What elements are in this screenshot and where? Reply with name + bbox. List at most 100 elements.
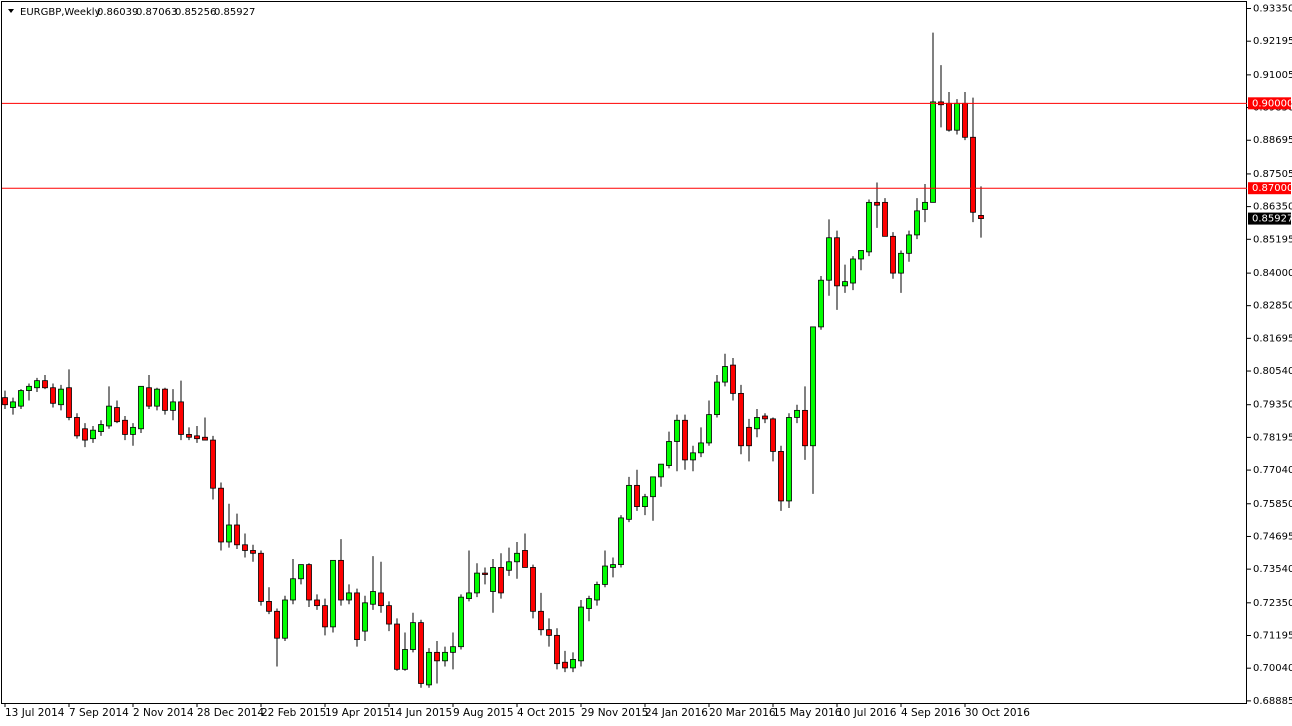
y-tick-label: 0.70040 [1253, 663, 1292, 674]
candle-body [522, 550, 528, 568]
y-tick-label: 0.84000 [1253, 268, 1292, 279]
y-tick-label: 0.80540 [1253, 366, 1292, 377]
candle-body [442, 651, 448, 662]
candle-body [850, 258, 856, 284]
candle-body [482, 572, 488, 575]
x-tick-label: 10 Jul 2016 [837, 707, 897, 719]
candle-body [226, 524, 232, 543]
level-label: 0.87000 [1252, 183, 1292, 194]
candle-body [754, 417, 760, 430]
candle-body [434, 651, 440, 662]
candle-body [594, 584, 600, 601]
x-tick-label: 9 Aug 2015 [453, 707, 514, 719]
candle-body [746, 426, 752, 447]
candle-body [618, 517, 624, 566]
candle-body [666, 441, 672, 466]
header: EURGBP,Weekly 0.86039 0.87063 0.85256 0.… [20, 7, 255, 18]
candle-body [698, 442, 704, 454]
current-price-label: 0.85927 [1252, 214, 1292, 225]
candle-body [810, 326, 816, 447]
y-tick-label: 0.88695 [1253, 135, 1292, 146]
candle-body [738, 392, 744, 447]
y-tick-label: 0.73540 [1253, 564, 1292, 575]
x-tick-label: 24 Jan 2016 [645, 707, 708, 719]
candle-body [242, 544, 248, 551]
x-tick-label: 4 Sep 2016 [901, 707, 961, 719]
candle-body [634, 484, 640, 507]
candle-body [450, 646, 456, 653]
plot-frame [1, 1, 1247, 704]
candle-body [626, 484, 632, 520]
menu-arrow [8, 9, 14, 13]
candle-body [138, 385, 144, 430]
candle-body [778, 451, 784, 502]
candle-body [794, 409, 800, 418]
x-tick-label: 22 Feb 2015 [261, 707, 326, 719]
candle-body [322, 605, 328, 628]
y-tick-label: 0.91005 [1253, 70, 1292, 81]
candle-body [818, 279, 824, 328]
x-tick-label: 14 Jun 2015 [389, 707, 452, 719]
symbol-title: EURGBP,Weekly [20, 7, 101, 18]
y-tick-label: 0.75850 [1253, 499, 1292, 510]
y-tick-label: 0.79350 [1253, 400, 1292, 411]
header-high: 0.87063 [136, 7, 177, 18]
y-tick-label: 0.93350 [1253, 4, 1292, 15]
header-open: 0.86039 [97, 7, 138, 18]
header-close: 0.85927 [214, 7, 255, 18]
candle-body [402, 649, 408, 670]
candle-body [98, 424, 104, 432]
candle-body [682, 419, 688, 461]
y-tick-label: 0.86350 [1253, 202, 1292, 213]
candle-body [578, 606, 584, 662]
candle-body [386, 605, 392, 625]
candle-body [378, 592, 384, 607]
candle-body [306, 564, 312, 601]
candle-body [498, 567, 504, 594]
candle-body [330, 559, 336, 628]
x-tick-label: 4 Oct 2015 [517, 707, 575, 719]
candle-body [162, 388, 168, 411]
level-label: 0.90000 [1252, 98, 1292, 109]
level-label-box [1248, 182, 1291, 195]
candle-body [394, 623, 400, 670]
candle-body [922, 201, 928, 210]
candle-body [914, 210, 920, 236]
candle-body [514, 552, 520, 563]
y-tick-label: 0.68885 [1253, 696, 1292, 707]
candle-body [114, 407, 120, 423]
candle-body [178, 401, 184, 435]
candle-body [962, 102, 968, 138]
candle-body [530, 567, 536, 612]
candle-body [730, 364, 736, 394]
candle-body [314, 599, 320, 607]
x-tick-label: 20 Mar 2016 [709, 707, 776, 719]
candle-body [426, 651, 432, 686]
candle-body [866, 201, 872, 253]
candles [2, 32, 984, 688]
candle-body [130, 426, 136, 435]
candle-body [970, 136, 976, 213]
current-price-box [1248, 212, 1291, 225]
candle-body [826, 237, 832, 281]
candle-body [546, 629, 552, 636]
candle-body [2, 397, 8, 406]
candle-body [66, 387, 72, 418]
candle-body [170, 401, 176, 411]
candle-body [466, 592, 472, 599]
x-tick-label: 15 May 2016 [773, 707, 842, 719]
y-tick-label: 0.72350 [1253, 598, 1292, 609]
candle-body [26, 385, 32, 391]
candle-body [194, 435, 200, 440]
candle-body [250, 550, 256, 554]
candle-body [786, 417, 792, 502]
candle-body [506, 561, 512, 571]
candle-body [898, 252, 904, 274]
candle-body [106, 405, 112, 427]
candle-body [370, 591, 376, 605]
candle-body [906, 234, 912, 254]
candle-body [50, 387, 56, 404]
y-tick-label: 0.82850 [1253, 301, 1292, 312]
